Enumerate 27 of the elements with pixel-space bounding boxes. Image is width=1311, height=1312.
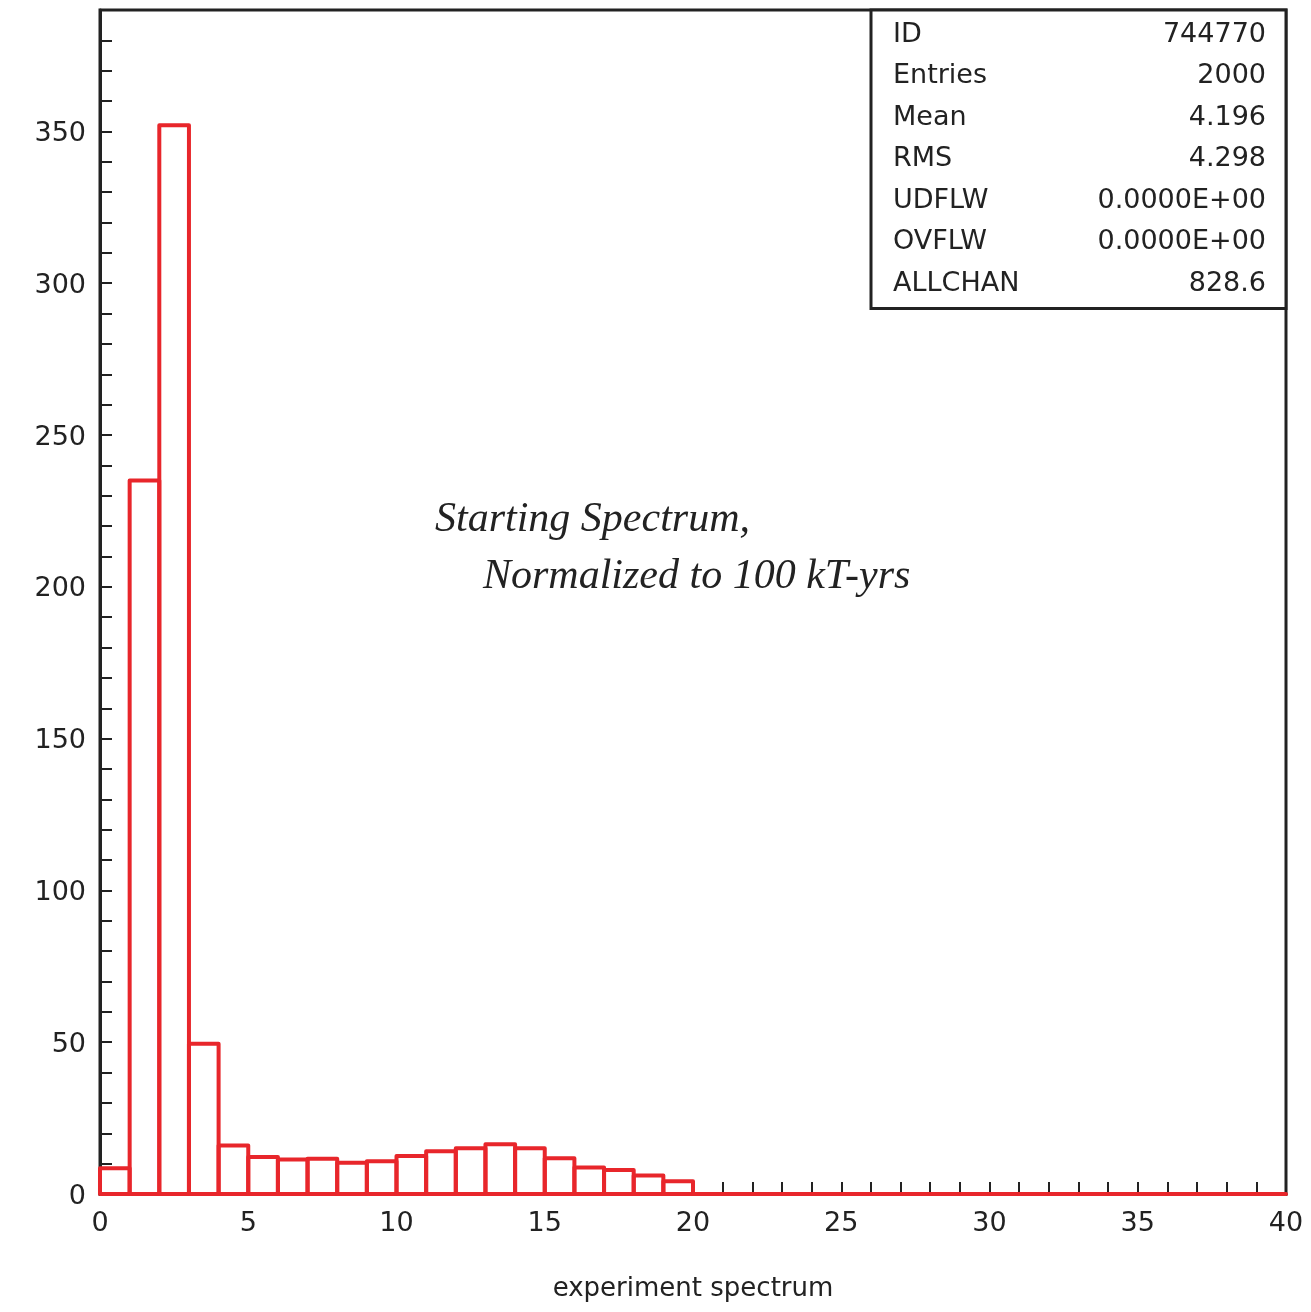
- y-tick-label: 100: [34, 874, 86, 906]
- text: UDFLW 0.0000E+00: [893, 182, 1266, 214]
- y-tick-label: 250: [34, 419, 86, 451]
- y-tick-label: 50: [51, 1026, 86, 1058]
- x-tick-label: 20: [675, 1206, 711, 1237]
- annotation: Starting Spectrum,: [435, 494, 750, 540]
- x-tick-label: 25: [824, 1206, 859, 1237]
- y-tick-label: 300: [34, 267, 86, 299]
- text: Entries 2000: [893, 58, 1266, 89]
- y-tick-label: 150: [34, 723, 86, 755]
- text: ALLCHAN 828.6: [893, 265, 1266, 297]
- text: Mean 4.196: [893, 99, 1266, 131]
- x-tick-label: 10: [379, 1206, 414, 1237]
- text: OVFLW 0.0000E+00: [893, 224, 1266, 255]
- x-tick-label: 15: [527, 1206, 562, 1237]
- x-tick-label: 30: [972, 1206, 1007, 1237]
- y-tick-label: 0: [68, 1178, 86, 1210]
- x-tick-label: 5: [239, 1206, 257, 1237]
- x-axis-title: experiment spectrum: [552, 1272, 834, 1302]
- x-tick-label: 35: [1120, 1206, 1155, 1237]
- text: RMS 4.298: [893, 141, 1266, 172]
- annotation: Normalized to 100 kT-yrs: [482, 551, 911, 597]
- y-tick-label: 350: [34, 115, 86, 147]
- text: ID 744770: [893, 16, 1266, 48]
- x-tick-label: 40: [1268, 1206, 1304, 1237]
- y-tick-label: 200: [34, 571, 86, 603]
- x-tick-label: 0: [91, 1206, 109, 1237]
